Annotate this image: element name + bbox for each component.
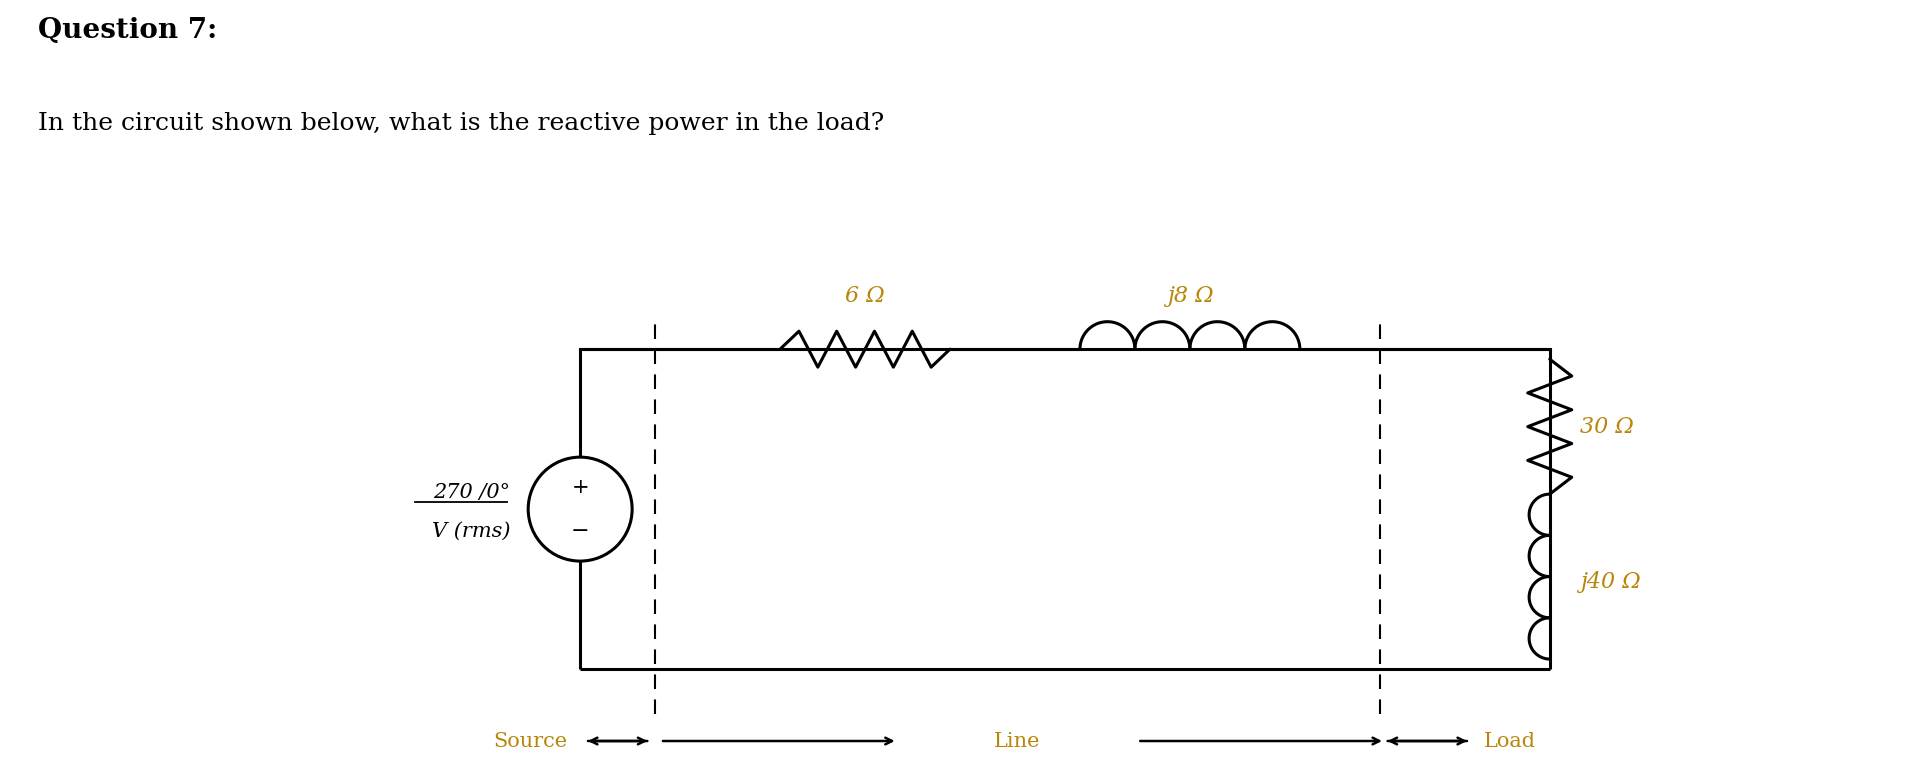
Text: Question 7:: Question 7: [38,17,218,45]
Text: Line: Line [994,731,1040,751]
Text: Load: Load [1483,731,1537,751]
Text: j40 Ω: j40 Ω [1579,571,1640,593]
Text: 30 Ω: 30 Ω [1579,416,1634,438]
Text: j8 Ω: j8 Ω [1167,285,1213,307]
Text: In the circuit shown below, what is the reactive power in the load?: In the circuit shown below, what is the … [38,112,885,135]
Text: V (rms): V (rms) [431,521,510,541]
Text: +: + [571,478,588,497]
Text: −: − [571,520,590,542]
Text: 270 /0°: 270 /0° [433,483,510,501]
Text: 6 Ω: 6 Ω [845,285,885,307]
Text: Source: Source [492,731,567,751]
